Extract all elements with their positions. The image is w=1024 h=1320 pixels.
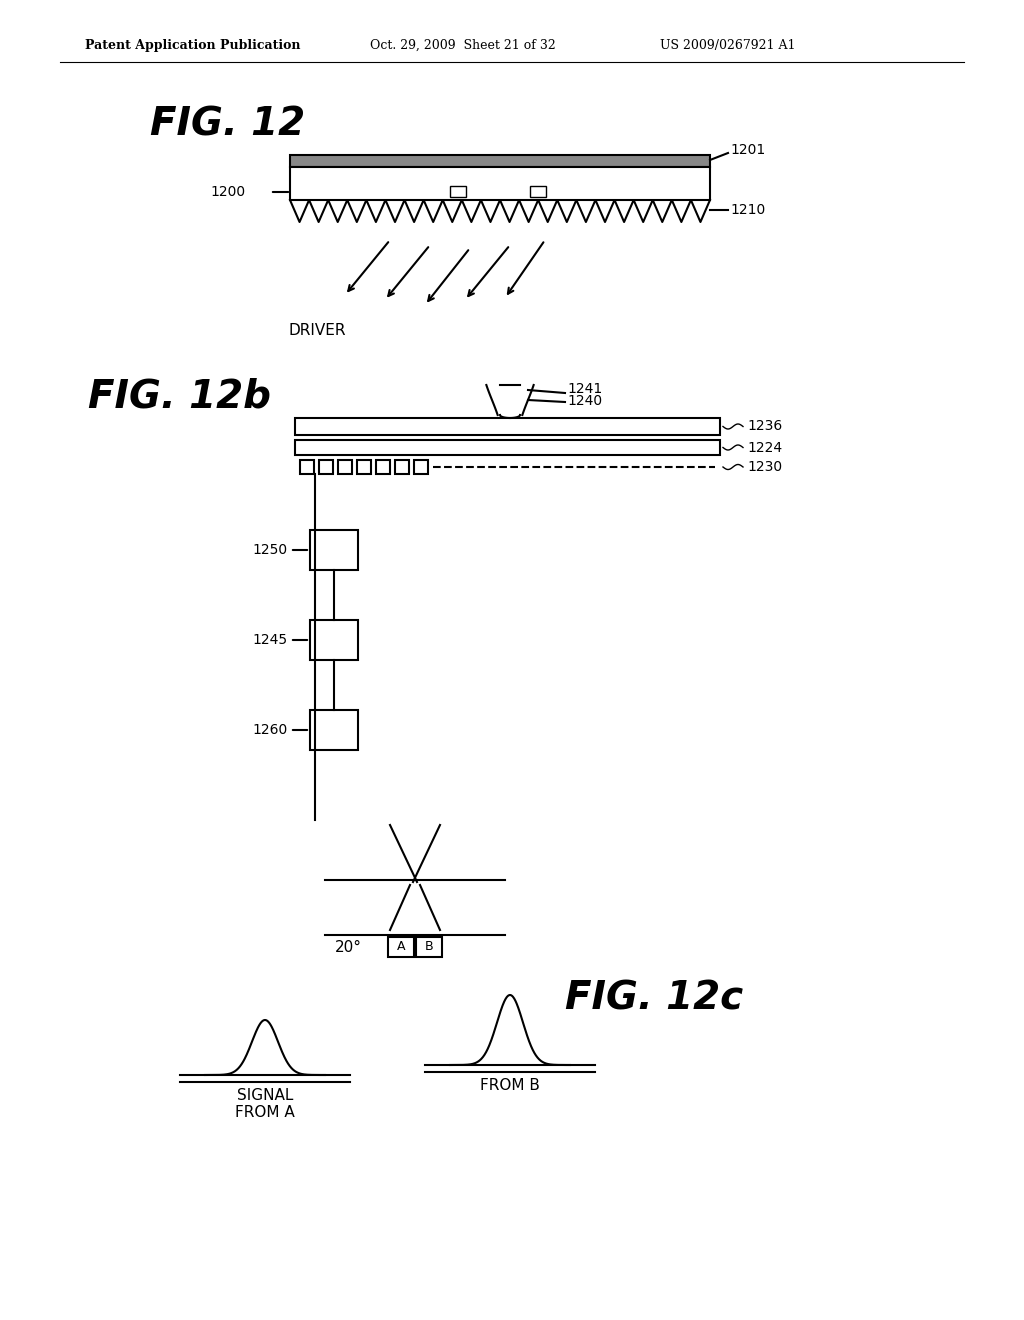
- Text: 20°: 20°: [335, 940, 362, 954]
- Text: 1230: 1230: [746, 459, 782, 474]
- Bar: [416, 937, 442, 957]
- Text: 1236: 1236: [746, 420, 782, 433]
- Bar: [357, 459, 371, 474]
- Bar: [295, 418, 720, 436]
- Bar: [395, 459, 409, 474]
- Bar: [450, 186, 466, 197]
- Text: 1241: 1241: [567, 381, 602, 396]
- Text: US 2009/0267921 A1: US 2009/0267921 A1: [660, 38, 796, 51]
- Bar: [319, 459, 333, 474]
- Bar: [290, 168, 710, 201]
- Text: Oct. 29, 2009  Sheet 21 of 32: Oct. 29, 2009 Sheet 21 of 32: [370, 38, 556, 51]
- Bar: [290, 154, 710, 168]
- Bar: [338, 459, 352, 474]
- Text: 1260: 1260: [253, 723, 288, 737]
- Text: 1200: 1200: [210, 185, 245, 199]
- Text: 1245: 1245: [253, 634, 288, 647]
- Text: FROM B: FROM B: [480, 1078, 540, 1093]
- Text: 1240: 1240: [567, 393, 602, 408]
- Bar: [310, 710, 358, 750]
- Text: DRIVER: DRIVER: [288, 323, 345, 338]
- Text: FIG. 12b: FIG. 12b: [88, 378, 271, 416]
- Text: FIG. 12c: FIG. 12c: [565, 979, 743, 1018]
- Bar: [376, 459, 390, 474]
- Bar: [414, 459, 428, 474]
- Bar: [530, 186, 546, 197]
- Text: B: B: [425, 940, 433, 953]
- Text: 1224: 1224: [746, 441, 782, 454]
- Bar: [310, 620, 358, 660]
- Text: 1210: 1210: [730, 203, 765, 216]
- Text: Patent Application Publication: Patent Application Publication: [85, 38, 300, 51]
- Text: SIGNAL
FROM A: SIGNAL FROM A: [236, 1088, 295, 1121]
- Text: 1250: 1250: [253, 543, 288, 557]
- Bar: [388, 937, 414, 957]
- Text: FIG. 12: FIG. 12: [150, 106, 305, 143]
- Bar: [310, 531, 358, 570]
- Bar: [300, 459, 314, 474]
- Text: A: A: [396, 940, 406, 953]
- Text: 1201: 1201: [730, 143, 765, 157]
- Bar: [295, 440, 720, 455]
